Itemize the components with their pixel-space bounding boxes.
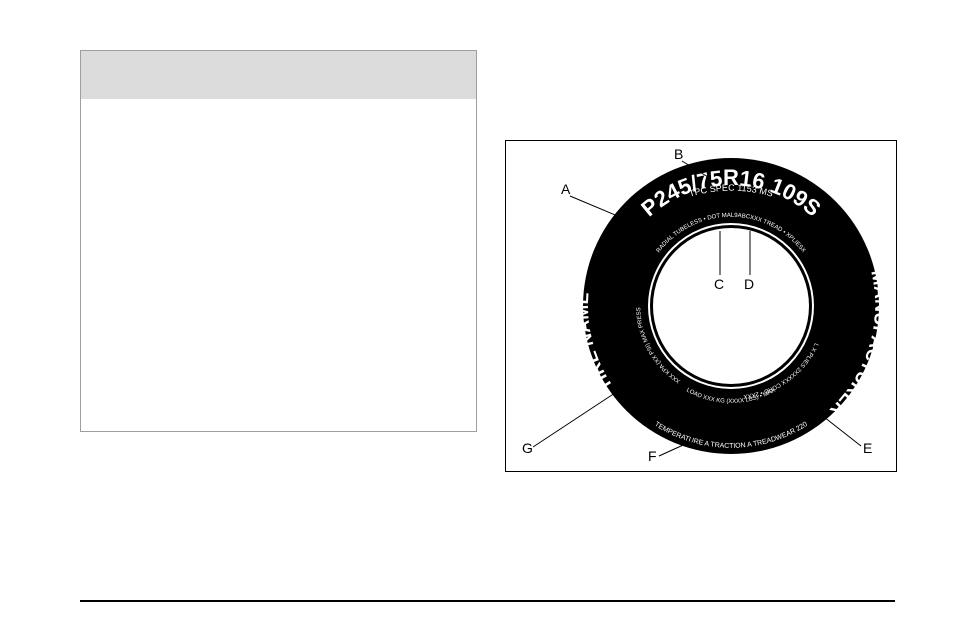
leader-f — [659, 441, 692, 456]
footer-rule — [80, 600, 895, 602]
left-info-box — [80, 50, 477, 432]
label-d: D — [744, 276, 754, 292]
leader-g — [533, 389, 621, 447]
left-info-box-header — [81, 51, 476, 99]
leader-e — [824, 417, 861, 446]
label-b: B — [674, 146, 683, 162]
label-a: A — [561, 181, 571, 197]
tire-diagram-svg: P245/75R16 109S TPC SPEC 1153 MS TIRE NA… — [506, 141, 896, 471]
label-e: E — [863, 440, 872, 456]
label-g: G — [522, 440, 533, 456]
tire-diagram-panel: P245/75R16 109S TPC SPEC 1153 MS TIRE NA… — [505, 140, 897, 472]
label-c: C — [714, 276, 724, 292]
label-f: F — [648, 448, 657, 464]
tire-inner-hole — [653, 228, 809, 384]
page: P245/75R16 109S TPC SPEC 1153 MS TIRE NA… — [0, 0, 954, 636]
